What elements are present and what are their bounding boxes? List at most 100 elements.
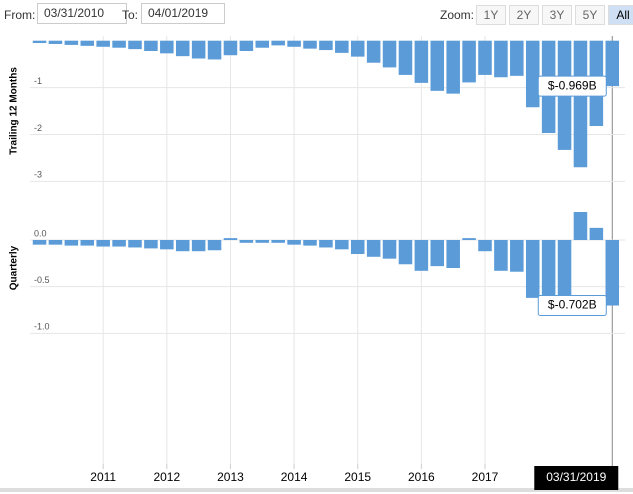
- bar: [175, 40, 190, 57]
- bar: [207, 240, 222, 251]
- bar: [128, 40, 142, 50]
- bar: [541, 240, 556, 303]
- bar: [446, 240, 460, 268]
- to-input[interactable]: 04/01/2019: [141, 3, 225, 24]
- from-label: From:: [4, 8, 36, 22]
- bar: [462, 238, 476, 240]
- bar: [96, 240, 110, 247]
- bar: [430, 40, 445, 91]
- bar: [271, 240, 285, 243]
- x-tick-label: 2015: [344, 470, 371, 484]
- bar: [239, 240, 254, 243]
- bar: [478, 40, 492, 75]
- bar: [525, 240, 540, 298]
- y-tick-label: 0.0: [34, 228, 47, 238]
- y-tick-label: -0.5: [34, 275, 50, 285]
- crosshair-label-box: [534, 466, 619, 490]
- zoom-button[interactable]: All: [608, 5, 633, 25]
- y-tick-label: -1: [34, 76, 42, 86]
- x-tick-label: 2012: [153, 470, 180, 484]
- y-tick-label: -2: [34, 123, 42, 133]
- bar: [382, 40, 397, 68]
- bar: [350, 40, 365, 57]
- bar: [207, 40, 222, 60]
- bar: [525, 40, 540, 108]
- bar: [303, 240, 317, 246]
- x-tick-label: 2016: [408, 470, 435, 484]
- y-tick-label: -3: [34, 170, 42, 180]
- bar: [80, 40, 95, 46]
- bar: [398, 40, 413, 75]
- from-input[interactable]: 03/31/2010: [37, 3, 127, 24]
- bar: [382, 240, 397, 259]
- bar: [303, 40, 317, 49]
- bar: [319, 40, 333, 51]
- bar: [223, 238, 238, 240]
- bar: [160, 240, 174, 250]
- bar: [414, 240, 429, 271]
- bar: [255, 40, 270, 48]
- bar: [112, 40, 126, 48]
- bar: [287, 40, 301, 47]
- bar: [144, 40, 158, 51]
- bar: [287, 240, 301, 245]
- bar: [160, 40, 174, 54]
- tooltip-text: $-0.969B: [548, 78, 597, 92]
- bar: [335, 240, 349, 250]
- bar: [446, 40, 460, 94]
- bar: [144, 240, 158, 249]
- bar: [605, 40, 620, 87]
- bar: [414, 40, 429, 83]
- x-tick-label: 2017: [472, 470, 499, 484]
- tooltip-text: $-0.702B: [548, 298, 597, 312]
- bar: [462, 40, 476, 83]
- bar: [350, 240, 365, 254]
- to-label: To:: [122, 8, 139, 22]
- zoom-button[interactable]: 5Y: [575, 5, 605, 25]
- bar: [223, 40, 238, 56]
- bar: [255, 240, 270, 243]
- bar: [112, 240, 126, 247]
- bar: [48, 40, 63, 44]
- x-tick-label: 2014: [281, 470, 308, 484]
- crosshair-label: 03/31/2019: [546, 470, 606, 484]
- bar: [573, 40, 588, 168]
- y-axis-title: Trailing 12 Months: [9, 67, 20, 155]
- y-axis-title: Quarterly: [9, 245, 20, 290]
- zoom-button[interactable]: 3Y: [542, 5, 572, 25]
- chart: 2011 2012 2013 2014 2015 2016 2017 Trailing 12 …: [0, 36, 633, 492]
- x-tick-label: 2011: [90, 470, 116, 484]
- bar: [64, 240, 79, 246]
- bar: [430, 240, 445, 267]
- zoom-button[interactable]: 2Y: [509, 5, 539, 25]
- tooltip-box: [537, 75, 607, 97]
- bar: [557, 240, 572, 300]
- bar: [398, 240, 413, 265]
- bar: [64, 40, 79, 45]
- bar: [128, 240, 142, 248]
- bar: [32, 240, 47, 245]
- x-tick-label: 2013: [217, 470, 244, 484]
- bar: [175, 240, 190, 252]
- bar: [96, 40, 110, 47]
- bar: [239, 40, 254, 51]
- bar: [191, 40, 206, 59]
- bar: [510, 40, 524, 76]
- bar: [510, 240, 524, 272]
- bar: [478, 240, 492, 252]
- bar: [48, 240, 63, 245]
- bar: [589, 227, 604, 240]
- bar: [366, 40, 381, 63]
- bar: [271, 40, 285, 46]
- bar: [32, 40, 47, 44]
- tooltip-box: [537, 295, 607, 317]
- bar: [366, 240, 381, 257]
- bar: [80, 240, 95, 246]
- zoom-label: Zoom:: [440, 8, 475, 22]
- zoom-button[interactable]: 1Y: [476, 5, 506, 25]
- y-tick-label: -1.0: [34, 322, 50, 332]
- bar: [573, 212, 588, 240]
- bar: [494, 240, 508, 271]
- bar: [494, 40, 508, 78]
